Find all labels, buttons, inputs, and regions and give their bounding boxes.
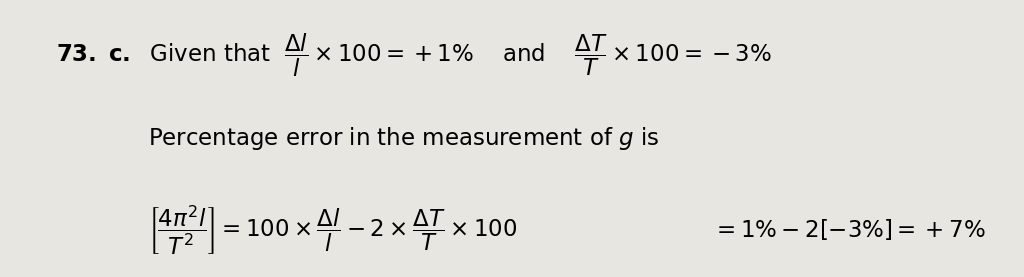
Text: $= 1\%-2[-3\%]=+7\%$: $= 1\%-2[-3\%]=+7\%$ (712, 217, 985, 242)
Text: $\left[\dfrac{4\pi^2 l}{T^2}\right] = 100\times\dfrac{\Delta l}{l}-2\times\dfrac: $\left[\dfrac{4\pi^2 l}{T^2}\right] = 10… (148, 203, 518, 257)
Text: $\mathbf{73.\ c.}$  Given that  $\dfrac{\Delta l}{l}\times100=+1\%$    and    $\: $\mathbf{73.\ c.}$ Given that $\dfrac{\D… (56, 32, 772, 79)
Text: Percentage error in the measurement of $g$ is: Percentage error in the measurement of $… (148, 125, 659, 152)
